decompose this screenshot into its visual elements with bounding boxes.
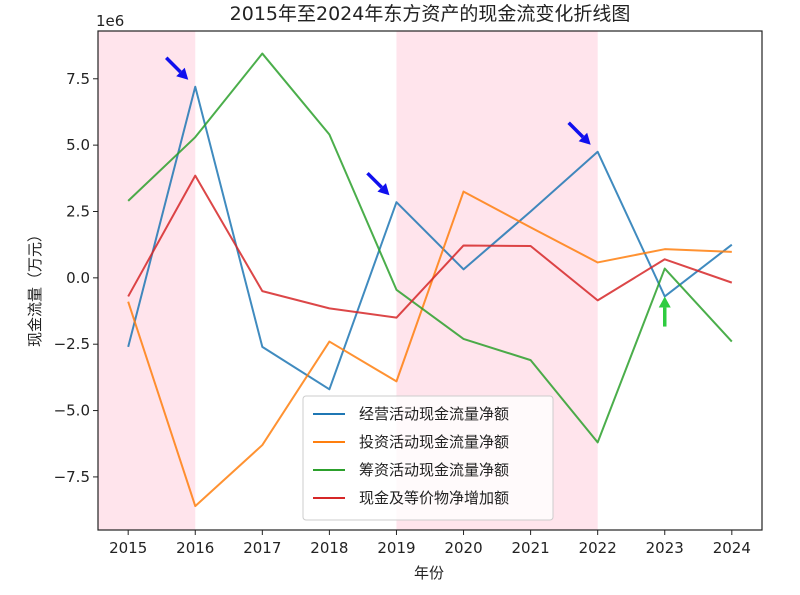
legend-entry: 筹资活动现金流量净额: [313, 461, 509, 479]
y-axis-label: 现金流量（万元）: [26, 227, 44, 347]
legend-label: 经营活动现金流量净额: [359, 405, 509, 423]
x-tick-label: 2024: [713, 539, 751, 557]
plot-frame: [97, 30, 763, 531]
x-tick-label: 2015: [109, 539, 147, 557]
y-tick-label: 7.5: [66, 70, 90, 88]
y-tick-label: −2.5: [54, 335, 90, 353]
legend-entry: 投资活动现金流量净额: [313, 433, 509, 451]
series-line: [127, 85, 733, 391]
y-tick-label: −7.5: [54, 468, 90, 486]
annotation-arrow-shaft: [366, 171, 383, 189]
legend-entry: 经营活动现金流量净额: [313, 405, 509, 423]
x-tick-label: 2016: [176, 539, 214, 557]
series-lines: [127, 52, 733, 508]
annotation-arrow-head: [176, 67, 189, 80]
x-tick-label: 2017: [243, 539, 281, 557]
x-tick-label: 2019: [377, 539, 415, 557]
legend: 经营活动现金流量净额 投资活动现金流量净额 筹资活动现金流量净额 现金及等价物净…: [302, 395, 554, 521]
legend-label: 筹资活动现金流量净额: [359, 461, 509, 479]
annotation-arrow-head: [658, 296, 671, 308]
y-multiplier-label: 1e6: [96, 12, 124, 30]
annotation-arrow-head: [578, 132, 591, 145]
y-tick-label: 5.0: [66, 136, 90, 154]
x-tick-label: 2023: [646, 539, 684, 557]
annotation-arrow-shaft: [165, 56, 182, 74]
series-line: [127, 174, 733, 319]
axis-ticks: 2015 2016 2017 2018 2019 2020 2021 2022 2023 2024…: [54, 70, 751, 557]
x-tick-label: 2021: [512, 539, 550, 557]
annotation-arrow-shaft: [567, 121, 585, 139]
legend-box: [302, 395, 554, 521]
series-line: [127, 52, 733, 444]
y-tick-label: 2.5: [66, 202, 90, 220]
legend-label: 投资活动现金流量净额: [359, 433, 509, 451]
legend-entry: 现金及等价物净增加额: [313, 489, 509, 507]
chart-title: 2015年至2024年东方资产的现金流变化折线图: [230, 3, 631, 25]
annotation-arrows: [165, 56, 671, 327]
x-tick-label: 2018: [310, 539, 348, 557]
annotation-arrow-head: [377, 183, 390, 196]
x-tick-label: 2022: [579, 539, 617, 557]
series-line: [127, 190, 732, 508]
x-tick-label: 2020: [444, 539, 482, 557]
legend-label: 现金及等价物净增加额: [359, 489, 509, 507]
x-axis-label: 年份: [414, 564, 444, 582]
y-tick-label: −5.0: [54, 402, 90, 420]
shaded-region: [98, 31, 196, 530]
y-tick-label: 0.0: [66, 269, 90, 287]
